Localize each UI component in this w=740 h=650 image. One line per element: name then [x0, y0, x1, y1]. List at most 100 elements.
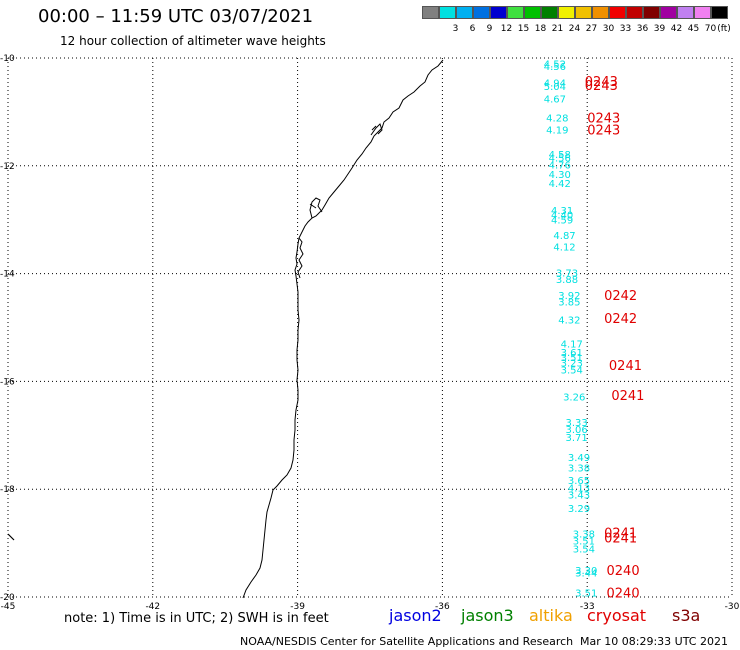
wave-height-value: 4.67: [544, 94, 566, 105]
legend-swatch: [558, 6, 575, 19]
lon-tick-label: -33: [580, 602, 595, 612]
pass-number-label: 0241: [611, 389, 644, 404]
satellite-altika-label: altika: [529, 606, 573, 625]
wave-height-value: 4.59: [551, 216, 573, 227]
legend-label: 27: [585, 24, 598, 34]
wave-height-value: 4.76: [549, 161, 571, 172]
wave-height-value: 3.33: [565, 418, 587, 429]
legend-swatch: [694, 6, 711, 19]
wave-height-value: 4.30: [549, 170, 571, 181]
legend-label: 30: [602, 24, 615, 34]
lat-tick-label: -12: [0, 162, 15, 172]
legend-swatch: [439, 6, 456, 19]
pass-number-label: 0243: [585, 75, 618, 90]
pass-number-label: 0240: [607, 587, 640, 602]
lat-tick-label: -10: [0, 54, 15, 64]
wave-height-value: 4.12: [553, 243, 575, 254]
wave-height-value: 3.30: [575, 566, 597, 577]
legend-label: 36: [636, 24, 649, 34]
lon-tick-label: -42: [145, 602, 160, 612]
coastline: [7, 59, 444, 599]
lon-tick-label: -30: [725, 602, 740, 612]
wave-height-value: 3.88: [556, 275, 578, 286]
wave-height-value: 3.51: [573, 536, 595, 547]
wave-height-value: 3.49: [568, 453, 590, 464]
pass-number-label: 0242: [604, 289, 637, 304]
wave-height-value: 5.04: [544, 82, 566, 93]
satellite-s3a-label: s3a: [672, 606, 701, 625]
chart-title: 00:00 – 11:59 UTC 03/07/2021: [38, 6, 314, 27]
wave-height-value: 3.38: [568, 464, 590, 475]
legend-label: 70: [704, 24, 717, 34]
wave-height-value: 4.52: [544, 59, 566, 70]
legend-label: 9: [486, 24, 493, 34]
legend-swatch: [456, 6, 473, 19]
legend-swatch: [422, 6, 439, 19]
wave-height-value: 4.32: [558, 315, 580, 326]
legend-swatch: [677, 6, 694, 19]
wave-height-value: 4.31: [551, 206, 573, 217]
legend-label: 39: [653, 24, 666, 34]
color-legend: 3 6 9 12 15 18 21 24 27 30 33 36 39 42 45 70 (ft): [422, 6, 731, 36]
legend-label: 15: [517, 24, 530, 34]
pass-number-label: 0242: [604, 312, 637, 327]
pass-number-label: 0243: [585, 79, 618, 94]
legend-swatch: [575, 6, 592, 19]
coastline-path: [242, 59, 444, 599]
wave-height-value: 4.42: [549, 179, 571, 190]
lat-tick-label: -14: [0, 270, 15, 280]
legend-swatch: [711, 6, 728, 19]
pass-number-label: 0241: [609, 359, 642, 374]
lon-tick-label: -45: [1, 602, 16, 612]
pass-number-label: 0243: [587, 111, 620, 126]
satellite-cryosat-label: cryosat: [587, 606, 647, 625]
wave-height-value: 3.44: [575, 569, 597, 580]
legend-label: 45: [687, 24, 700, 34]
wave-height-value: 3.71: [565, 433, 587, 444]
legend-swatch: [626, 6, 643, 19]
legend-swatch: [507, 6, 524, 19]
pass-number-label: 0243: [587, 124, 620, 139]
legend-label: 18: [534, 24, 547, 34]
legend-swatch: [524, 6, 541, 19]
wave-height-value: 3.65: [568, 476, 590, 487]
satellite-jason2-label: jason2: [389, 606, 442, 625]
wave-height-value: 4.94: [544, 78, 566, 89]
wave-height-value: 3.54: [561, 366, 583, 377]
legend-swatch: [643, 6, 660, 19]
wave-height-value: 4.40: [551, 210, 573, 221]
wave-height-value: 3.73: [556, 269, 578, 280]
legend-unit: (ft): [717, 24, 731, 34]
wave-height-value: 3.51: [575, 589, 597, 600]
lat-tick-label: -16: [0, 377, 15, 387]
wave-height-value: 4.56: [544, 62, 566, 73]
wave-height-value: 3.51: [561, 353, 583, 364]
legend-swatch: [490, 6, 507, 19]
wave-height-value: 3.61: [561, 348, 583, 359]
wave-height-value: 4.28: [546, 113, 568, 124]
pass-number-label: 0241: [604, 526, 637, 541]
legend-swatch: [541, 6, 558, 19]
wave-height-value: 3.26: [563, 392, 585, 403]
wave-height-value: 3.38: [573, 529, 595, 540]
legend-label: 33: [619, 24, 632, 34]
coastline-estuary: [297, 123, 383, 279]
legend-swatch: [609, 6, 626, 19]
generated-timestamp: Mar 10 08:29:33 UTC 2021: [580, 635, 728, 648]
wave-height-value: 3.43: [568, 491, 590, 502]
pass-number-label: 0240: [607, 564, 640, 579]
legend-swatch: [592, 6, 609, 19]
wave-height-value: 3.29: [568, 504, 590, 515]
credit-line: NOAA/NESDIS Center for Satellite Applica…: [240, 635, 574, 648]
lat-tick-label: -18: [0, 485, 15, 495]
map-grid: [7, 57, 733, 598]
wave-height-value: 3.85: [558, 298, 580, 309]
legend-label: 3: [452, 24, 459, 34]
lon-tick-label: -36: [435, 602, 450, 612]
legend-label: 6: [469, 24, 476, 34]
chart-subtitle: 12 hour collection of altimeter wave hei…: [60, 34, 326, 48]
wave-height-value: 4.58: [549, 150, 571, 161]
pass-number-label: 0241: [604, 532, 637, 547]
legend-label: 12: [500, 24, 513, 34]
footnote: note: 1) Time is in UTC; 2) SWH is in fe…: [64, 611, 329, 626]
